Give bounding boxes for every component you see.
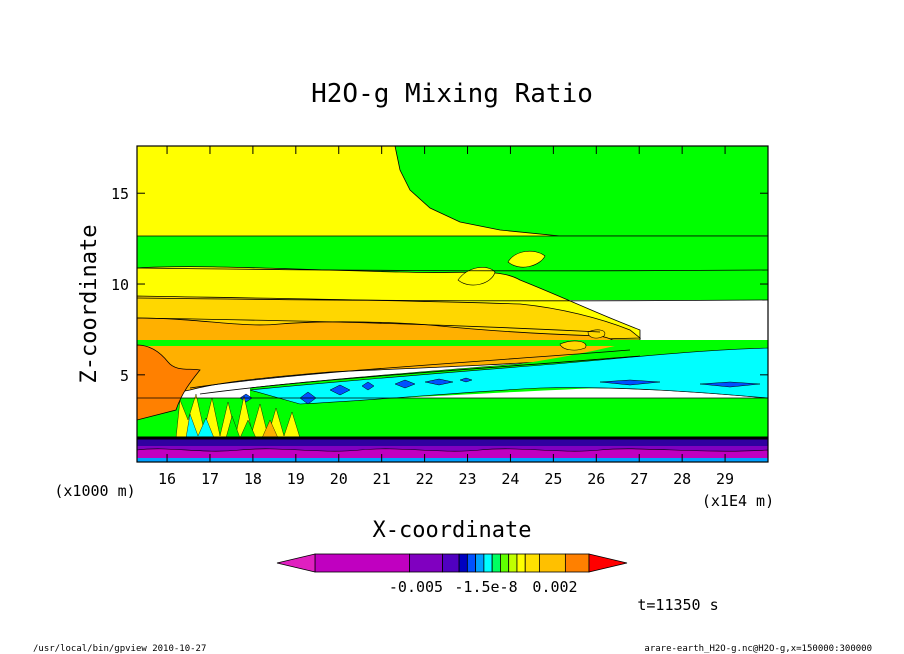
- field-orange-tip: [559, 340, 587, 351]
- x-tick-label: 20: [330, 470, 348, 488]
- colorbar-swatch: [314, 553, 410, 573]
- x-tick-label: 25: [544, 470, 562, 488]
- colorbar-swatch: [475, 553, 485, 573]
- field-upper-green: [394, 146, 768, 237]
- x-tick-label: 29: [716, 470, 734, 488]
- y-tick-label: 10: [111, 276, 129, 294]
- x-tick-label: 18: [244, 470, 262, 488]
- y-tick-label: 5: [120, 367, 129, 385]
- x-tick-label: 21: [373, 470, 391, 488]
- field-cyan-bottom: [137, 458, 768, 462]
- field-yellow-blob: [507, 250, 546, 268]
- colorbar: [276, 553, 628, 573]
- x-tick-label: 23: [458, 470, 476, 488]
- y-axis-label: Z-coordinate: [77, 225, 102, 384]
- x-axis: 16 17 18 19 20 21 22 23 24 25 26 27 28 29: [158, 146, 734, 488]
- field-purple-dark: [137, 438, 768, 446]
- x-tick-label: 19: [287, 470, 305, 488]
- x-tick-label: 28: [673, 470, 691, 488]
- field-green-band: [137, 236, 768, 268]
- colorbar-swatch: [442, 553, 460, 573]
- colorbar-swatch: [538, 553, 566, 573]
- x-unit-label: (x1E4 m): [702, 492, 774, 510]
- time-annotation: t=11350 s: [637, 596, 718, 614]
- colorbar-swatch: [500, 553, 510, 573]
- colorbar-swatch: [458, 553, 468, 573]
- x-tick-label: 16: [158, 470, 176, 488]
- field-left-red: [137, 344, 201, 421]
- colorbar-tick-0: -0.005: [389, 578, 443, 596]
- chart-title: H2O-g Mixing Ratio: [311, 79, 593, 109]
- x-tick-label: 24: [501, 470, 519, 488]
- x-tick-label: 27: [630, 470, 648, 488]
- x-tick-label: 22: [416, 470, 434, 488]
- footer-left: /usr/local/bin/gpview 2010-10-27: [33, 644, 206, 654]
- x-tick-label: 26: [587, 470, 605, 488]
- colorbar-swatch: [524, 553, 540, 573]
- colorbar-swatch: [466, 553, 477, 573]
- colorbar-swatch: [564, 553, 590, 573]
- colorbar-min-arrow: [276, 553, 316, 573]
- y-tick-label: 15: [111, 185, 129, 203]
- colorbar-max-arrow: [588, 553, 628, 573]
- colorbar-swatch: [483, 553, 493, 573]
- colorbar-tick-1: -1.5e-8: [454, 578, 517, 596]
- contour-lines: [137, 235, 768, 399]
- colorbar-swatch: [409, 553, 443, 573]
- colorbar-swatch: [508, 553, 518, 573]
- y-axis: 5 10 15: [111, 185, 768, 385]
- plot-area: [136, 145, 769, 463]
- x-tick-label: 17: [201, 470, 219, 488]
- plot-frame: [136, 145, 769, 463]
- field-cyan-core: [249, 347, 768, 405]
- y-unit-label: (x1000 m): [54, 482, 135, 500]
- colorbar-swatch: [491, 553, 501, 573]
- x-axis-label: X-coordinate: [373, 518, 532, 543]
- footer-right: arare-earth_H2O-g.nc@H2O-g,x=150000:3000…: [644, 644, 872, 654]
- field-mid-green: [137, 340, 768, 346]
- colorbar-swatch: [516, 553, 526, 573]
- colorbar-tick-2: 0.002: [532, 578, 577, 596]
